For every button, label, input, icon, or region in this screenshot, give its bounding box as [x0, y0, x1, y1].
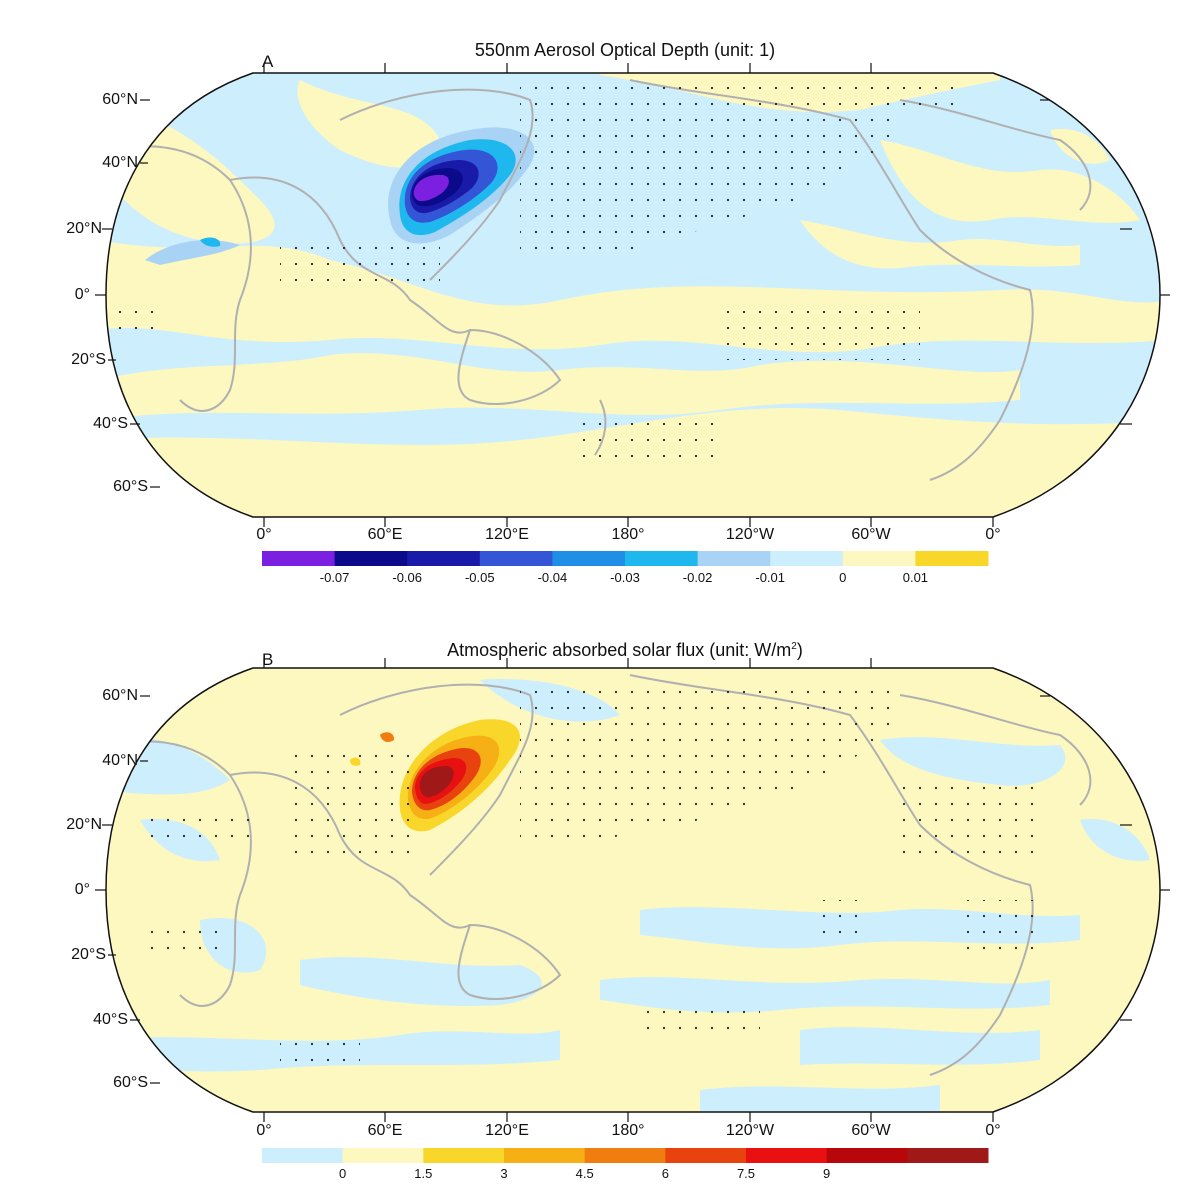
colorbar-swatch [770, 551, 844, 566]
lon-label: 60°W [851, 1122, 891, 1139]
colorbar-tick-label: 6 [661, 1166, 669, 1181]
aod-plume [145, 127, 535, 265]
colorbar-tick-label: -0.05 [464, 570, 495, 585]
significance-stippling [110, 73, 960, 470]
colorbar-swatch [479, 551, 553, 566]
positive-anomaly-regions [106, 73, 1160, 517]
lat-label: 20°S [71, 351, 106, 368]
colorbar-tick-label: 0.01 [902, 570, 929, 585]
lat-label: 60°N [102, 687, 138, 704]
panel-b-title: Atmospheric absorbed solar flux (unit: W… [0, 640, 1200, 661]
colorbar-tick-label: 3 [500, 1166, 508, 1181]
colorbar-swatch [697, 551, 771, 566]
lat-label: 20°N [66, 816, 102, 833]
colorbar-tick-label: 7.5 [736, 1166, 756, 1181]
axis-ticks-b [95, 658, 1170, 1122]
lon-label: 60°E [367, 1122, 403, 1139]
lat-label: 20°N [66, 220, 102, 237]
panel-b-title-end: ) [796, 640, 803, 660]
lat-label: 40°S [93, 1011, 128, 1028]
colorbar-swatch [334, 551, 408, 566]
colorbar-swatch [826, 1148, 908, 1163]
lon-label: 0° [256, 1122, 272, 1139]
colorbar-tick-label: -0.06 [392, 570, 422, 585]
colorbar-tick-label: -0.04 [537, 570, 568, 585]
colorbar-tick-label: 4.5 [575, 1166, 594, 1181]
colorbar-swatch [262, 1148, 344, 1163]
panel-b-letter: B [262, 650, 274, 669]
significance-stippling-b [140, 680, 1040, 1070]
colorbar-tick-label: 0 [339, 1166, 347, 1181]
lat-label: 0° [74, 286, 90, 303]
lat-label: 40°N [102, 154, 138, 171]
lon-label: 120°W [725, 1122, 775, 1139]
panel-b-map [95, 658, 1170, 1163]
colorbar-swatch [262, 551, 336, 566]
colorbar-tick-label: 9 [823, 1166, 831, 1181]
colorbar-b [262, 1148, 989, 1163]
lon-label: 180° [611, 526, 645, 543]
lat-label: 60°S [113, 1074, 148, 1091]
lat-label: 20°S [71, 946, 106, 963]
colorbar-tick-label: -0.01 [755, 570, 785, 585]
colorbar-swatch [625, 551, 699, 566]
lon-label: 60°E [367, 526, 403, 543]
colorbar-tick-label: 0 [839, 570, 847, 585]
colorbar-swatch [746, 1148, 828, 1163]
colorbar-swatch [665, 1148, 747, 1163]
colorbar-swatch [552, 551, 626, 566]
lat-label: 0° [74, 881, 90, 898]
panel-b-title-text: Atmospheric absorbed solar flux (unit: W… [447, 640, 792, 660]
axis-ticks [95, 63, 1170, 527]
lon-label: 0° [985, 526, 1001, 543]
colorbar-tick-label: -0.03 [610, 570, 640, 585]
colorbar-tick-label: 1.5 [414, 1166, 433, 1181]
panel-b: Atmospheric absorbed solar flux (unit: W… [0, 620, 1200, 1196]
panel-a-title: 550nm Aerosol Optical Depth (unit: 1) [474, 40, 776, 60]
lon-label: 120°E [485, 1122, 529, 1139]
colorbar-swatch [423, 1148, 505, 1163]
lon-label: 0° [985, 1122, 1001, 1139]
lat-label: 60°N [102, 91, 138, 108]
panel-a-map [95, 63, 1170, 566]
colorbar-a [262, 551, 989, 566]
colorbar-swatch [915, 551, 989, 566]
lat-label: 40°N [102, 752, 138, 769]
lat-label: 60°S [113, 478, 148, 495]
colorbar-tick-label: -0.02 [682, 570, 713, 585]
lon-label: 60°W [851, 526, 891, 543]
colorbar-swatch [407, 551, 481, 566]
panel-a-letter: A [262, 52, 274, 71]
flux-plume [350, 719, 520, 832]
panel-b-title-sup: 2 [791, 641, 797, 652]
colorbar-swatch [342, 1148, 424, 1163]
lon-label: 120°E [485, 526, 529, 543]
lat-label: 40°S [93, 415, 128, 432]
colorbar-swatch [907, 1148, 989, 1163]
colorbar-swatch [584, 1148, 666, 1163]
lon-label: 0° [256, 526, 272, 543]
colorbar-swatch [842, 551, 916, 566]
colorbar-tick-label: -0.07 [319, 570, 350, 585]
lon-label: 180° [611, 1122, 645, 1139]
panel-a: 550nm Aerosol Optical Depth (unit: 1) A [66, 40, 1170, 585]
lon-label: 120°W [725, 526, 775, 543]
colorbar-swatch [504, 1148, 586, 1163]
